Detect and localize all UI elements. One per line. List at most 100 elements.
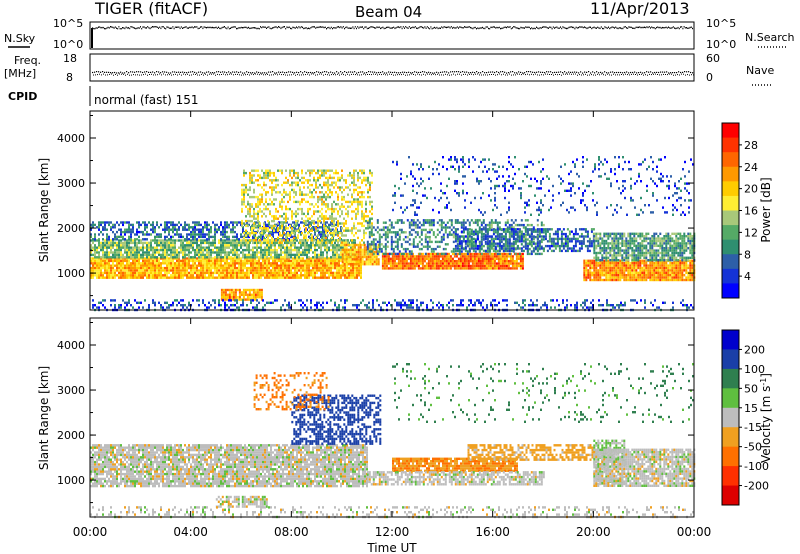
power-cell xyxy=(270,248,272,252)
power-cell xyxy=(242,293,245,296)
power-cell xyxy=(130,235,132,239)
power-cell xyxy=(164,269,166,272)
nsky-point xyxy=(238,27,240,29)
power-cell xyxy=(277,236,279,240)
power-cell xyxy=(313,195,315,199)
freq-point xyxy=(202,72,204,74)
power-cell xyxy=(345,246,348,249)
power-cell xyxy=(100,221,102,224)
power-cell xyxy=(216,230,218,234)
nave-point xyxy=(427,73,428,75)
power-cell xyxy=(311,195,313,199)
power-cell xyxy=(146,233,148,236)
power-cell xyxy=(112,241,114,245)
power-cell xyxy=(291,239,293,242)
power-cell xyxy=(142,251,144,254)
power-cell xyxy=(224,264,226,267)
power-cell xyxy=(326,271,328,275)
power-cell xyxy=(331,224,333,228)
power-cell xyxy=(242,262,244,265)
power-cell xyxy=(359,246,362,249)
nsky-point xyxy=(492,26,494,28)
power-cell xyxy=(202,256,204,259)
power-cell xyxy=(188,251,190,254)
power-cell xyxy=(268,274,270,277)
power-cell xyxy=(340,259,342,263)
power-cell xyxy=(236,269,238,272)
power-cell xyxy=(271,200,273,204)
power-cell xyxy=(363,179,365,182)
power-cell xyxy=(391,267,394,270)
power-cell xyxy=(192,235,194,239)
nsky-point xyxy=(218,26,219,28)
power-cell xyxy=(275,198,277,201)
power-cell xyxy=(300,276,302,279)
power-cell xyxy=(274,244,276,247)
power-cell xyxy=(190,241,192,245)
power-cell xyxy=(104,271,106,275)
freq-point xyxy=(678,71,680,73)
power-cell xyxy=(116,274,118,277)
power-cell xyxy=(214,233,216,236)
power-cell xyxy=(162,244,164,247)
nsky-point xyxy=(148,27,150,29)
nsky-point xyxy=(177,26,179,28)
power-cell xyxy=(413,260,416,263)
freq-point xyxy=(258,71,260,74)
power-cell xyxy=(112,264,114,267)
power-cell xyxy=(355,212,357,216)
freq-point xyxy=(232,71,234,73)
freq-point xyxy=(458,71,460,73)
freq-point xyxy=(556,71,558,73)
nsky-point xyxy=(557,27,559,29)
power-cell xyxy=(345,212,347,216)
power-cell xyxy=(267,227,269,230)
power-cell xyxy=(128,251,130,254)
power-cell xyxy=(226,223,228,227)
power-cell xyxy=(104,226,106,229)
power-cell xyxy=(238,291,241,294)
nsky-point xyxy=(634,27,636,30)
power-cell xyxy=(298,264,300,267)
power-cell xyxy=(160,271,162,275)
freq-point xyxy=(348,71,350,73)
power-cell xyxy=(353,239,355,242)
power-cell xyxy=(341,169,343,172)
freq-point xyxy=(654,71,656,74)
power-cell xyxy=(263,174,265,177)
power-cell xyxy=(242,239,244,242)
power-cell xyxy=(306,253,308,257)
nsky-point xyxy=(225,27,227,29)
nave-point xyxy=(371,74,372,76)
power-cell xyxy=(309,179,311,182)
power-cell xyxy=(350,276,352,279)
power-cell xyxy=(243,169,245,172)
power-cell xyxy=(208,235,210,239)
freq-point xyxy=(234,71,236,73)
power-cell xyxy=(242,251,244,254)
power-cell xyxy=(178,264,180,267)
power-cell xyxy=(290,276,292,279)
power-cell xyxy=(154,266,156,270)
power-cell xyxy=(283,181,285,184)
nsky-point xyxy=(220,27,222,30)
power-cell xyxy=(104,244,106,247)
nave-point xyxy=(673,74,674,76)
power-cell xyxy=(324,271,326,275)
nave-point xyxy=(363,73,364,75)
power-cell xyxy=(170,221,172,224)
nave-point xyxy=(431,74,432,76)
power-cell xyxy=(164,226,166,229)
power-cell xyxy=(118,269,120,272)
power-cell xyxy=(299,188,301,192)
freq-point xyxy=(292,71,294,73)
power-cell xyxy=(144,246,146,249)
power-cell xyxy=(130,274,132,277)
power-cell xyxy=(319,176,321,180)
power-cell xyxy=(216,266,218,270)
power-cell xyxy=(255,239,257,242)
power-cell xyxy=(246,271,248,275)
nave-point xyxy=(413,74,414,75)
power-cell xyxy=(208,238,210,241)
nsky-point xyxy=(132,26,134,29)
